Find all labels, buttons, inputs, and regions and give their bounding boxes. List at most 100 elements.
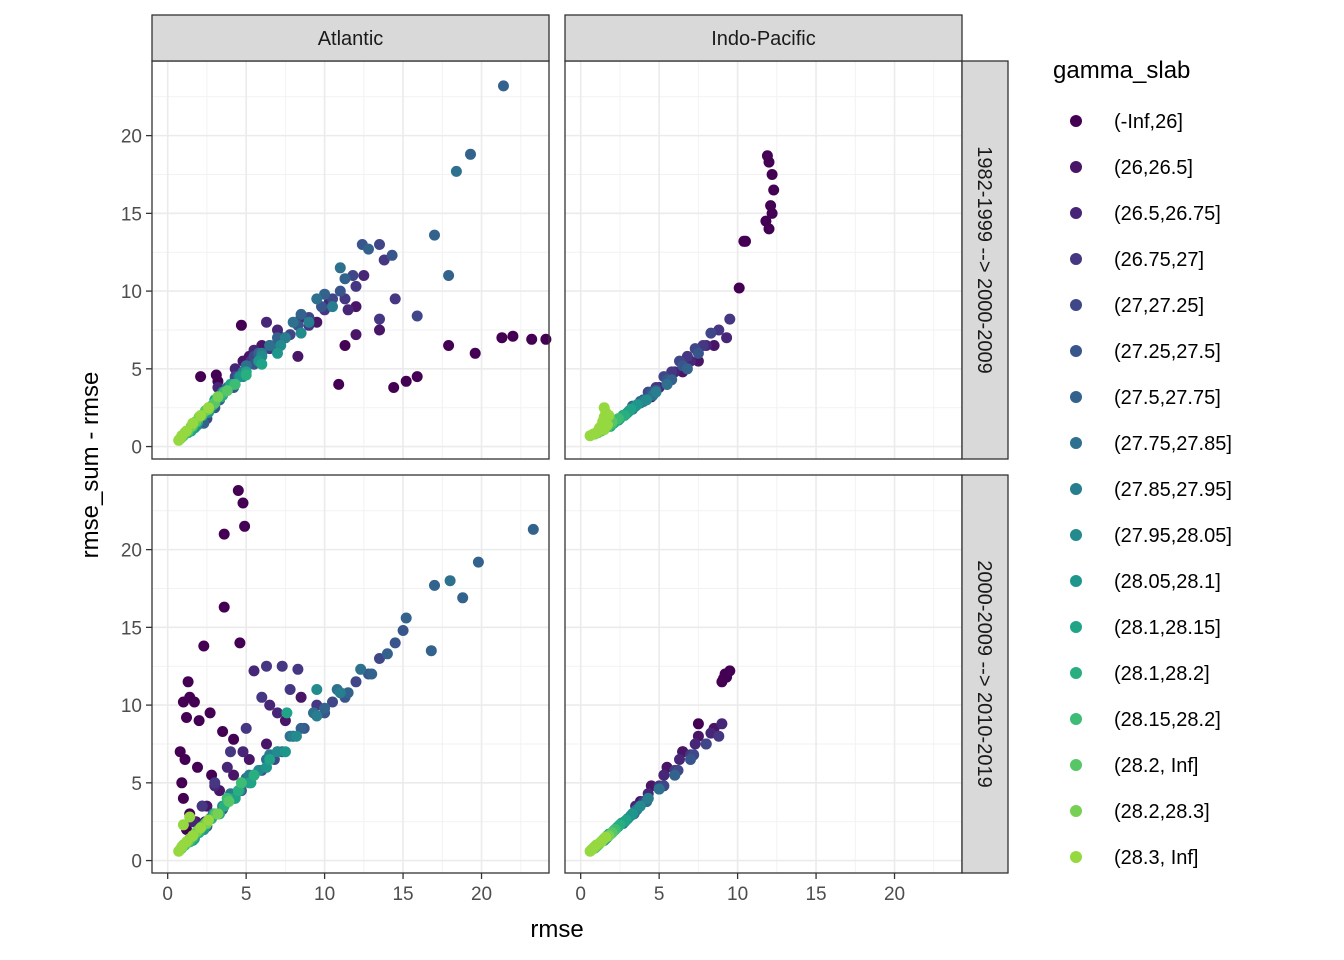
x-tick-label: 15 — [392, 884, 413, 905]
data-point — [350, 280, 362, 292]
data-point — [766, 169, 778, 180]
legend-label: (26,26.5] — [1114, 157, 1193, 179]
data-point — [187, 417, 199, 429]
panels-layer — [151, 60, 963, 874]
data-point — [411, 310, 423, 322]
data-point — [457, 592, 469, 604]
data-point — [363, 243, 374, 255]
data-point — [177, 696, 189, 708]
legend-label: (28.05,28.1] — [1114, 571, 1221, 593]
data-point — [223, 796, 235, 807]
points-panel-0-1 — [584, 150, 780, 442]
data-point — [272, 707, 283, 719]
data-point — [240, 722, 252, 734]
data-point — [540, 333, 552, 345]
facet-strip-label: 2000-2009 --> 2010-2019 — [973, 560, 995, 787]
facet-strip-label: 1982-1999 --> 2000-2009 — [973, 146, 995, 373]
data-point — [272, 746, 283, 758]
data-point — [381, 648, 393, 660]
data-point — [184, 811, 196, 823]
data-point — [692, 347, 704, 359]
data-point — [685, 754, 696, 765]
legend-label: (28.2, Inf] — [1114, 755, 1199, 777]
data-point — [334, 285, 346, 297]
y-tick-label: 5 — [131, 774, 142, 795]
data-point — [443, 340, 455, 351]
data-point — [634, 800, 646, 812]
data-point — [374, 653, 385, 664]
data-point — [195, 371, 207, 383]
data-point — [721, 332, 733, 344]
data-point — [235, 777, 247, 789]
data-point — [388, 382, 400, 393]
data-point — [237, 497, 249, 509]
data-point — [237, 746, 249, 758]
data-point — [261, 660, 272, 672]
data-point — [386, 249, 398, 261]
x-tick-label: 20 — [471, 884, 492, 905]
data-point — [740, 235, 751, 247]
legend-label: (28.15,28.2] — [1114, 709, 1221, 731]
data-point — [708, 340, 720, 351]
data-point — [225, 746, 236, 758]
legend-title: gamma_slab — [1053, 57, 1190, 84]
data-point — [264, 699, 276, 711]
data-point — [374, 239, 385, 250]
data-point — [342, 687, 354, 699]
legend-key — [1070, 805, 1082, 817]
legend-key — [1070, 713, 1082, 725]
legend-label: (26.75,27] — [1114, 249, 1204, 271]
y-tick-label: 0 — [131, 852, 142, 873]
y-tick-label: 20 — [121, 541, 142, 562]
data-point — [689, 738, 701, 750]
data-point — [193, 715, 205, 727]
y-tick-label: 0 — [131, 438, 142, 459]
legend-label: (-Inf,26] — [1114, 111, 1183, 133]
data-point — [350, 676, 362, 688]
data-point — [311, 684, 323, 695]
data-point — [196, 800, 208, 812]
y-tick-label: 5 — [131, 360, 142, 381]
legend-key — [1070, 161, 1082, 173]
data-point — [374, 324, 385, 336]
data-point — [311, 293, 323, 305]
data-point — [681, 350, 693, 362]
data-point — [212, 808, 224, 820]
data-point — [281, 707, 293, 719]
data-point — [239, 520, 251, 532]
data-point — [228, 733, 240, 745]
panel-1-1 — [565, 475, 962, 873]
data-point — [204, 707, 216, 719]
data-point — [198, 640, 210, 652]
data-point — [342, 304, 354, 316]
x-tick-label: 20 — [884, 884, 905, 905]
data-point — [766, 207, 778, 219]
data-point — [264, 340, 276, 351]
facet-strip-right — [961, 474, 1009, 874]
data-point — [256, 691, 268, 703]
data-point — [192, 761, 203, 773]
data-point — [700, 738, 712, 750]
data-point — [173, 845, 185, 857]
data-point — [527, 523, 539, 535]
data-point — [173, 434, 185, 446]
data-point — [674, 754, 685, 765]
data-point — [681, 363, 693, 375]
facet-strip-label: Atlantic — [318, 28, 384, 50]
y-tick-label: 15 — [121, 618, 142, 639]
panel-background — [565, 475, 962, 873]
data-point — [311, 710, 323, 722]
data-point — [763, 156, 775, 168]
legend-key — [1070, 207, 1082, 219]
x-tick-label: 15 — [805, 884, 826, 905]
legend-label: (26.5,26.75] — [1114, 203, 1221, 225]
data-point — [642, 792, 654, 804]
x-tick-label: 5 — [241, 884, 252, 905]
data-point — [350, 329, 362, 341]
data-point — [287, 316, 299, 328]
data-point — [378, 254, 390, 266]
legend-key — [1070, 437, 1082, 449]
legend-key — [1070, 575, 1082, 587]
legend-key — [1070, 115, 1082, 127]
y-tick-label: 10 — [121, 696, 142, 717]
